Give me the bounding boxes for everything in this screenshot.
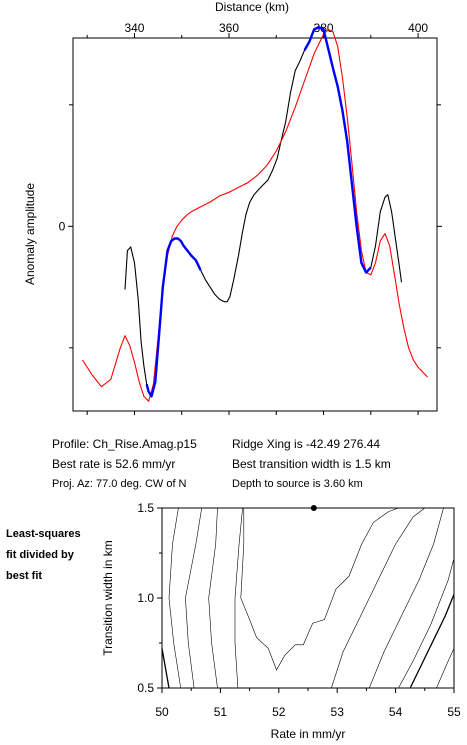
contour-lines: [161, 507, 455, 689]
contour-x-tick-label-54: 54: [389, 705, 403, 719]
best-rate: Best rate is 52.6 mm/yr: [52, 457, 176, 471]
profile-x-ticks: 340 360 380 400: [86, 21, 428, 415]
profile-series-fit-window-line: [145, 237, 202, 398]
profile-series-model-line: [82, 28, 428, 402]
contour-x-tick-label-55: 55: [447, 705, 461, 719]
profile-series: [82, 25, 428, 402]
best-fit-marker: [310, 505, 317, 511]
profile-y-axis-label: Anomaly amplitude: [23, 183, 37, 285]
contour-line-6: [240, 507, 407, 671]
source-depth: Depth to source is 3.60 km: [232, 478, 363, 490]
profile-plot-frame: [72, 37, 438, 412]
contour-y-ticks: 0.5 1.0 1.5: [137, 501, 162, 695]
profile-y-ticks: 0: [59, 104, 442, 349]
projection-azimuth: Proj. Az: 77.0 deg. CW of N: [52, 478, 187, 490]
contour-x-axis-label: Rate in mm/yr: [271, 727, 346, 741]
contour-y-axis-label: Transition width in km: [101, 540, 115, 656]
profile-y-tick-label-0: 0: [59, 219, 66, 233]
contour-description-line-1: Least-squares: [6, 528, 81, 540]
profile-series-observed-line: [124, 26, 403, 397]
contour-description-line-2: fit divided by: [6, 549, 74, 561]
profile-name: Profile: Ch_Rise.Amag.p15: [52, 437, 197, 451]
contour-line-1: [161, 648, 170, 689]
profile-x-tick-label-380: 380: [314, 21, 334, 35]
contour-x-tick-label-52: 52: [272, 705, 286, 719]
ridge-crossing: Ridge Xing is -42.49 276.44: [232, 437, 381, 451]
contour-line-11: [436, 648, 455, 689]
contour-x-tick-label-53: 53: [331, 705, 345, 719]
contour-line-7: [331, 507, 425, 689]
contour-line-9: [398, 558, 455, 689]
profile-x-tick-label-360: 360: [219, 21, 239, 35]
contour-y-tick-label-1.5: 1.5: [137, 501, 154, 515]
profile-x-tick-label-400: 400: [408, 21, 428, 35]
contour-description-line-3: best fit: [6, 570, 43, 582]
profile-plot: Distance (km) 340 360 380 400 0 Anomaly amp…: [23, 0, 442, 415]
contour-line-10: [409, 594, 455, 689]
best-transition-width: Best transition width is 1.5 km: [232, 457, 391, 471]
contour-plot: 50 51 52 53 54 55 0.5 1.0 1.5 Rate in mm/yr Tra…: [101, 501, 461, 741]
contour-y-tick-label-1.0: 1.0: [137, 591, 154, 605]
contour-line-2: [168, 507, 181, 689]
contour-line-8: [369, 507, 444, 689]
contour-y-tick-label-0.5: 0.5: [137, 681, 154, 695]
profile-x-axis-label: Distance (km): [215, 0, 289, 14]
contour-line-4: [208, 507, 218, 689]
contour-x-tick-label-51: 51: [214, 705, 228, 719]
contour-line-3: [185, 507, 202, 689]
profile-series-fit-window-line-2: [303, 25, 372, 274]
profile-x-tick-label-340: 340: [124, 21, 144, 35]
contour-x-tick-label-50: 50: [155, 705, 169, 719]
contour-line-5: [234, 507, 243, 689]
contour-x-ticks: 50 51 52 53 54 55: [155, 688, 461, 719]
contour-description: Least-squares fit divided by best fit: [6, 524, 81, 587]
